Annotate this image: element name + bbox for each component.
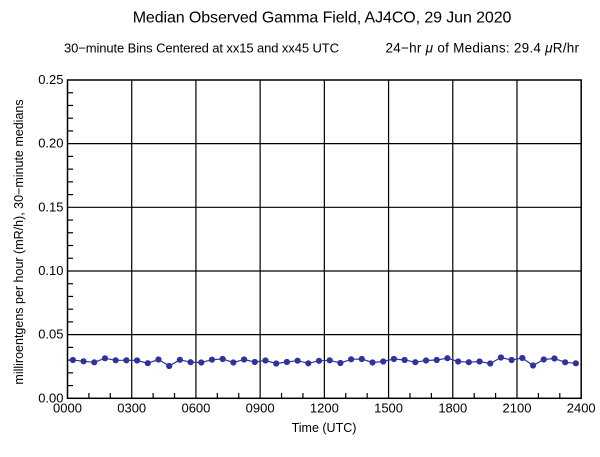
- svg-text:0600: 0600: [181, 401, 210, 416]
- svg-text:30−minute Bins Centered at xx1: 30−minute Bins Centered at xx15 and xx45…: [64, 40, 339, 55]
- svg-text:Median Observed Gamma Field, A: Median Observed Gamma Field, AJ4CO, 29 J…: [133, 10, 512, 27]
- svg-text:1800: 1800: [438, 401, 467, 416]
- svg-text:0000: 0000: [53, 401, 82, 416]
- svg-text:2100: 2100: [503, 401, 532, 416]
- svg-text:0.00: 0.00: [38, 390, 63, 405]
- svg-text:0300: 0300: [117, 401, 146, 416]
- svg-text:0900: 0900: [246, 401, 275, 416]
- svg-text:1500: 1500: [374, 401, 403, 416]
- svg-text:0.25: 0.25: [38, 72, 63, 87]
- svg-text:Time (UTC): Time (UTC): [292, 421, 357, 435]
- svg-text:24−hr μ of Medians: 29.4 μR/hr: 24−hr μ of Medians: 29.4 μR/hr: [386, 40, 580, 55]
- svg-text:0.20: 0.20: [38, 136, 63, 151]
- svg-text:0.05: 0.05: [38, 327, 63, 342]
- svg-text:0.15: 0.15: [38, 199, 63, 214]
- svg-text:milliroentgens per hour (mR/h): milliroentgens per hour (mR/h), 30−minut…: [12, 99, 26, 384]
- svg-text:2400: 2400: [567, 401, 596, 416]
- svg-text:1200: 1200: [310, 401, 339, 416]
- svg-text:0.10: 0.10: [38, 263, 63, 278]
